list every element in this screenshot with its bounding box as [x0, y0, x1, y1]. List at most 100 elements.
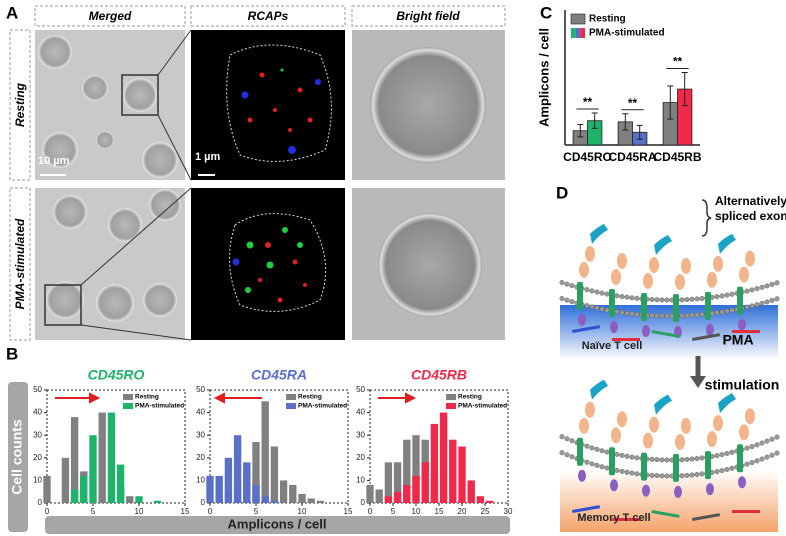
glycan: [654, 234, 672, 255]
glycan: [590, 379, 608, 400]
lipid-head: [684, 313, 690, 319]
lipid-head: [599, 290, 605, 296]
shift-arrow: [55, 392, 417, 404]
lipid-head: [564, 281, 570, 287]
column-header: Bright field: [396, 9, 460, 23]
panel-label: C: [540, 3, 552, 22]
x-axis-label: Amplicons / cell: [228, 516, 327, 531]
bar: [61, 457, 70, 503]
lipid-head: [719, 468, 725, 474]
lipid-head: [749, 287, 755, 293]
receptor-domain: [610, 479, 618, 492]
lipid-head: [774, 296, 780, 302]
lipid-head: [744, 288, 750, 294]
lipid-head: [694, 456, 700, 462]
lipid-head: [654, 313, 660, 319]
lipid-head: [614, 451, 620, 457]
cell-label: Memory T cell: [577, 512, 650, 524]
lipid-head: [754, 458, 760, 464]
lipid-head: [619, 294, 625, 300]
receptor-domain: [681, 257, 691, 274]
axis-label-box: [8, 382, 28, 532]
legend-swatch: [123, 403, 133, 409]
lipid-head: [714, 469, 720, 475]
lipid-head: [634, 295, 640, 301]
legend-label: Resting: [298, 394, 322, 401]
axis-label-box: [45, 516, 510, 534]
bar: [215, 475, 223, 503]
bar: [261, 401, 269, 503]
cell-label: Naïve T cell: [582, 340, 643, 352]
y-tick-label: 10: [356, 476, 365, 485]
lipid-head: [774, 434, 780, 440]
y-axis-label: Cell counts: [9, 419, 25, 495]
scale-bar-label: 10 µm: [38, 155, 70, 167]
amplicon: [612, 518, 640, 521]
x-tick-label: 5: [391, 507, 396, 516]
bar: [224, 457, 233, 503]
receptor-domain: [745, 408, 755, 425]
row-box: [9, 187, 31, 341]
lipid-head: [719, 309, 725, 315]
lipid-head: [664, 297, 670, 303]
lipid-head: [684, 456, 690, 462]
bar: [135, 496, 143, 503]
y-tick-label: 20: [33, 453, 42, 462]
receptor-domain: [643, 432, 653, 449]
lipid-head: [594, 289, 600, 295]
lipid-head: [584, 443, 590, 449]
lipid-head: [724, 467, 730, 473]
legend-label: PMA-stimulated: [135, 403, 184, 410]
lipid-head: [754, 442, 760, 448]
receptor: [577, 281, 583, 310]
lipid-head: [729, 307, 735, 313]
receptor-domain: [675, 433, 685, 450]
lipid-head: [689, 456, 695, 462]
lipid-head: [769, 281, 775, 287]
lipid-head: [629, 295, 635, 301]
lipid-head: [724, 308, 730, 314]
bar: [375, 489, 383, 503]
row-header: PMA-stimulated: [13, 218, 27, 309]
receptor-domain: [738, 476, 746, 489]
y-axis-label: Amplicons / cell: [536, 28, 551, 127]
amplicon: [612, 338, 640, 341]
bar: [384, 462, 393, 503]
micrograph-merged: [35, 29, 192, 341]
x-tick-label: 15: [435, 507, 444, 516]
bar: [270, 446, 279, 503]
lipid-head: [694, 312, 700, 318]
receptor-domain: [713, 415, 723, 432]
lipid-head: [654, 457, 660, 463]
bar: [307, 498, 315, 503]
significance-label: **: [673, 55, 683, 69]
lipid-head: [694, 296, 700, 302]
receptor-domain: [675, 273, 685, 290]
lipid-head: [634, 471, 640, 477]
amplicon: [692, 333, 721, 341]
lipid-head: [689, 312, 695, 318]
x-tick-label: 15: [181, 507, 190, 516]
lipid-head: [754, 302, 760, 308]
lipid-head: [729, 465, 735, 471]
x-tick-label: 30: [504, 507, 513, 516]
legend-swatch: [446, 394, 456, 400]
lipid-head: [749, 303, 755, 309]
lipid-head: [649, 297, 655, 303]
lipid-head: [619, 310, 625, 316]
lipid-head: [599, 448, 605, 454]
chart-title: CD45RO: [88, 367, 145, 383]
lipid-head: [699, 311, 705, 317]
lipid-head: [774, 450, 780, 456]
lipid-head: [564, 452, 570, 458]
lipid-head: [624, 469, 630, 475]
plot-frame: [46, 389, 186, 504]
legend-swatch: [570, 13, 586, 25]
lipid-head: [694, 472, 700, 478]
amplicon: [651, 509, 680, 518]
legend-swatch: [286, 403, 296, 409]
chart-title: CD45RA: [251, 367, 307, 383]
lipid-head: [589, 461, 595, 467]
lipid-head: [759, 456, 765, 462]
lipid-head: [624, 310, 630, 316]
